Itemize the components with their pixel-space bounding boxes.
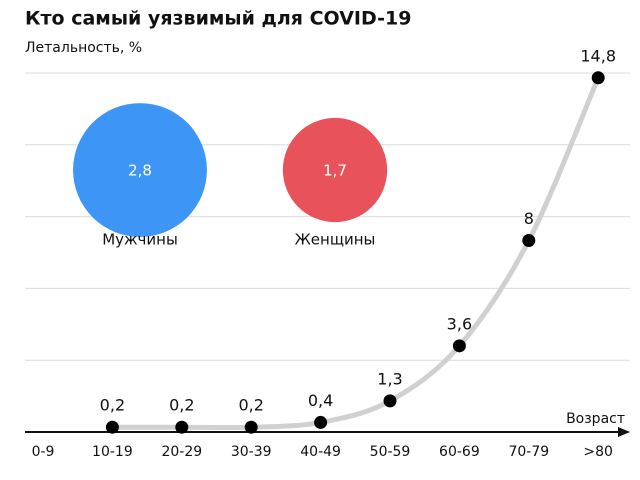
x-tick-label: 70-79 xyxy=(508,444,549,460)
x-tick-label: 10-19 xyxy=(92,444,133,460)
data-label: 0,2 xyxy=(169,396,194,415)
data-point xyxy=(591,71,605,85)
x-tick-label: 30-39 xyxy=(231,444,272,460)
data-label: 0,2 xyxy=(238,396,263,415)
data-point xyxy=(383,394,397,408)
data-point xyxy=(105,420,119,434)
data-point xyxy=(522,234,536,248)
data-label: 1,3 xyxy=(377,369,402,388)
bubble xyxy=(73,103,207,237)
legend-label: Мужчины xyxy=(102,231,178,249)
y-axis-label: Летальность, % xyxy=(25,40,142,56)
data-label: 0,2 xyxy=(100,396,125,415)
data-point xyxy=(314,415,328,429)
x-tick-label: 20-29 xyxy=(161,444,202,460)
x-tick-label: >80 xyxy=(583,444,613,460)
x-axis-label: Возраст xyxy=(566,411,625,427)
bubble-label: 2,8 xyxy=(128,162,152,180)
chart-title: Кто самый уязвимый для COVID-19 xyxy=(25,8,411,30)
x-tick-label: 50-59 xyxy=(370,444,411,460)
data-label: 3,6 xyxy=(447,314,472,333)
bubble xyxy=(282,117,388,223)
x-axis-arrow xyxy=(618,427,630,437)
x-tick-label: 0-9 xyxy=(32,444,55,460)
x-tick-label: 60-69 xyxy=(439,444,480,460)
bubble-label: 1,7 xyxy=(323,162,347,180)
data-point xyxy=(175,420,189,434)
legend-label: Женщины xyxy=(295,231,376,249)
data-label: 8 xyxy=(524,209,534,228)
data-point xyxy=(244,420,258,434)
data-label: 14,8 xyxy=(580,46,616,65)
x-tick-label: 40-49 xyxy=(300,444,341,460)
data-label: 0,4 xyxy=(308,391,333,410)
data-point xyxy=(452,339,466,353)
